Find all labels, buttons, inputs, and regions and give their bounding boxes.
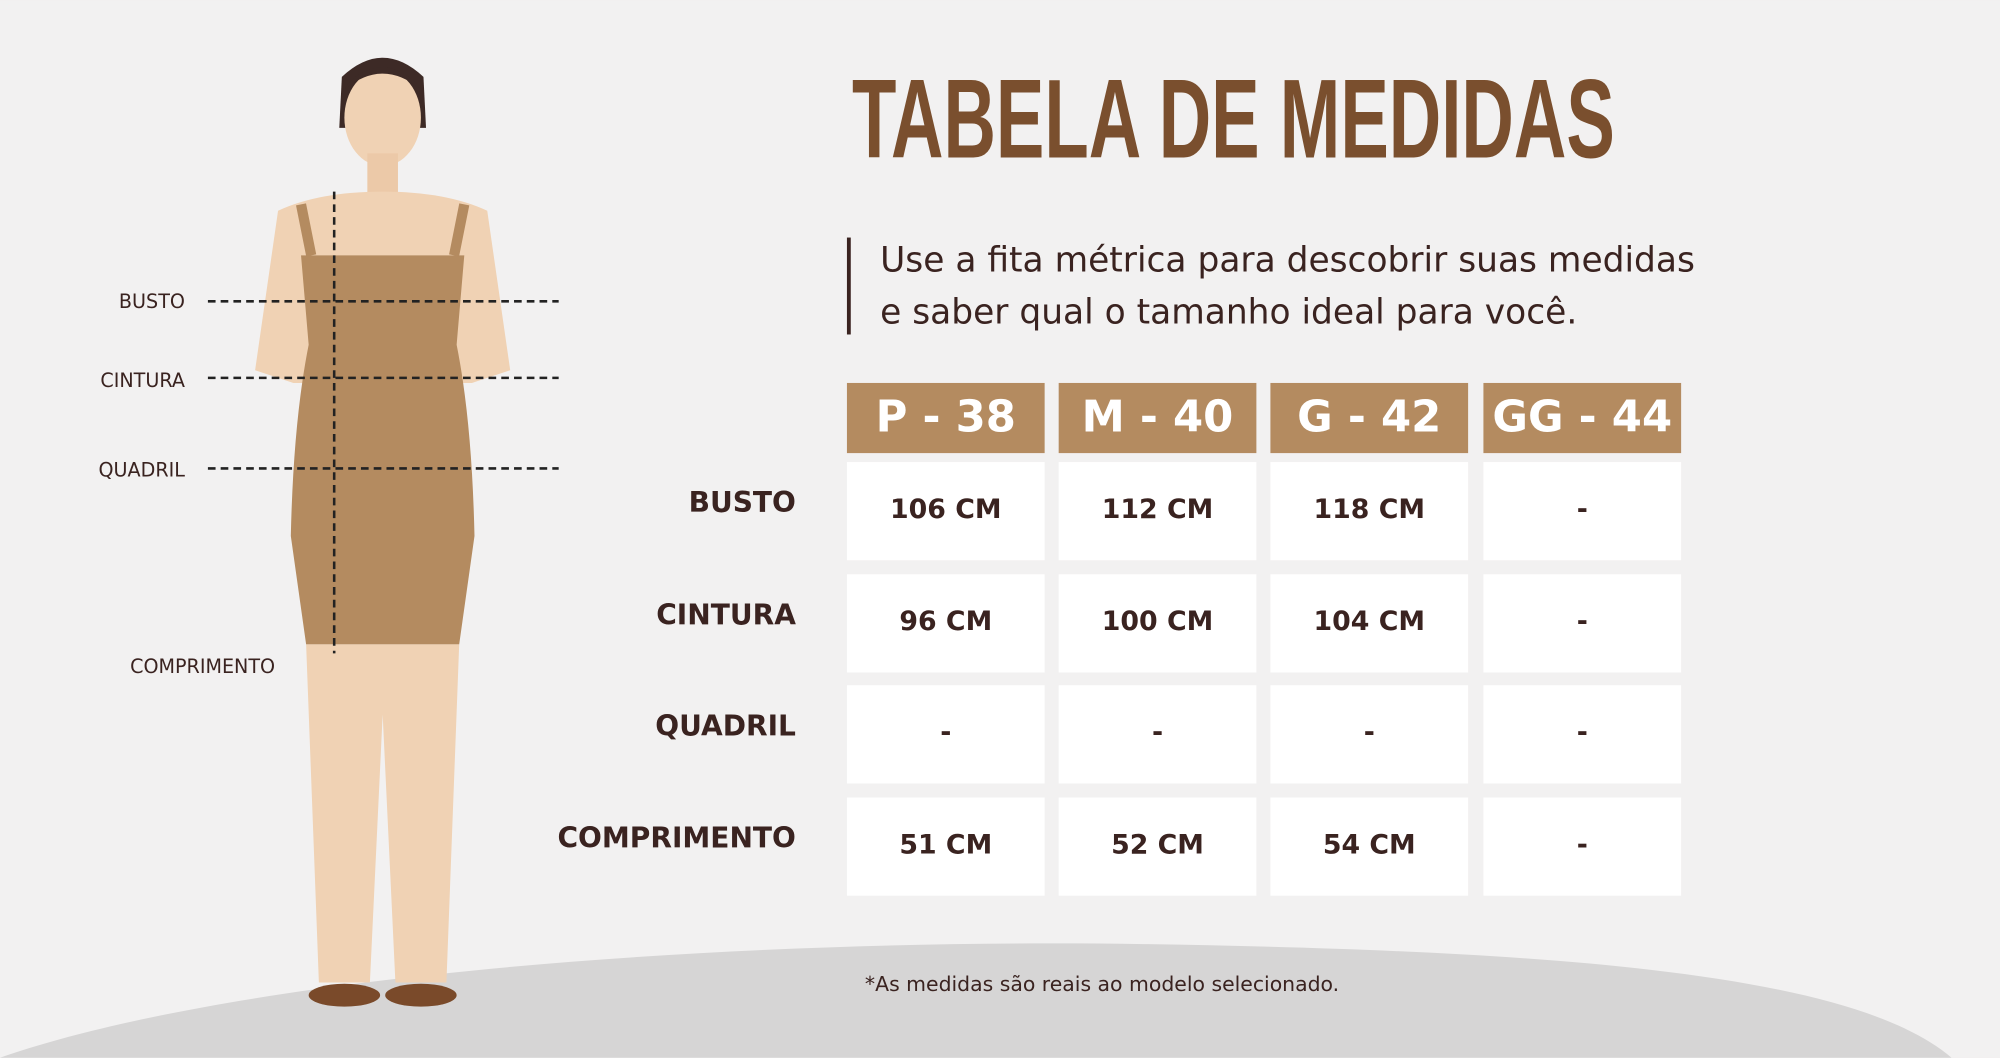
- table-cell: [1270, 574, 1469, 673]
- floor: [0, 943, 1952, 1058]
- cell-value: -: [1364, 717, 1375, 748]
- cell-value: 104 CM: [1314, 606, 1425, 637]
- header-cell: [846, 382, 1045, 454]
- table-cell: [1270, 797, 1469, 896]
- table-cell: [1270, 462, 1469, 561]
- subtitle: Use a fita métrica para descobrir suas m…: [880, 240, 1695, 280]
- figure-label: QUADRIL: [98, 458, 185, 481]
- header-cell: [1270, 382, 1469, 454]
- figure-label: BUSTO: [119, 290, 185, 313]
- table-cell: [1058, 462, 1257, 561]
- table-cell: [1483, 797, 1682, 896]
- table-cell: [1058, 797, 1257, 896]
- row-label: COMPRIMENTO: [557, 822, 795, 855]
- column-header: P - 38: [876, 392, 1016, 442]
- model-illustration: [207, 57, 559, 1007]
- quote-bar: [846, 237, 851, 335]
- table-cell: [846, 797, 1045, 896]
- header-cell: [1483, 382, 1682, 454]
- figure-label: COMPRIMENTO: [130, 655, 275, 678]
- cell-value: 112 CM: [1102, 494, 1213, 525]
- cell-value: 52 CM: [1111, 829, 1204, 860]
- table-cell: [846, 462, 1045, 561]
- cell-value: 51 CM: [899, 829, 992, 860]
- table-cell: [1270, 685, 1469, 784]
- cell-value: -: [1152, 717, 1163, 748]
- table-cell: [1483, 685, 1682, 784]
- cell-value: 118 CM: [1314, 494, 1425, 525]
- row-label: BUSTO: [689, 486, 796, 519]
- table-cell: [846, 685, 1045, 784]
- cell-value: 100 CM: [1102, 606, 1213, 637]
- row-label: CINTURA: [656, 598, 796, 631]
- row-label: QUADRIL: [655, 709, 796, 742]
- table-cell: [1483, 574, 1682, 673]
- column-header: M - 40: [1082, 392, 1234, 442]
- column-header: G - 42: [1297, 392, 1441, 442]
- title: TABELA DE MEDIDAS: [852, 56, 1615, 182]
- cell-value: 54 CM: [1323, 829, 1416, 860]
- cell-value: -: [1577, 717, 1588, 748]
- figure-label: CINTURA: [100, 369, 185, 392]
- header-cell: [1058, 382, 1257, 454]
- cell-value: 96 CM: [899, 606, 992, 637]
- table-cell: [846, 574, 1045, 673]
- cell-value: -: [1577, 606, 1588, 637]
- table-cell: [1058, 685, 1257, 784]
- column-header: GG - 44: [1492, 392, 1672, 442]
- footnote: *As medidas são reais ao modelo selecion…: [865, 972, 1339, 996]
- cell-value: -: [1577, 494, 1588, 525]
- subtitle: e saber qual o tamanho ideal para você.: [880, 293, 1577, 333]
- cell-value: -: [1577, 829, 1588, 860]
- cell-value: 106 CM: [890, 494, 1001, 525]
- table-cell: [1058, 574, 1257, 673]
- cell-value: -: [940, 717, 951, 748]
- table-cell: [1483, 462, 1682, 561]
